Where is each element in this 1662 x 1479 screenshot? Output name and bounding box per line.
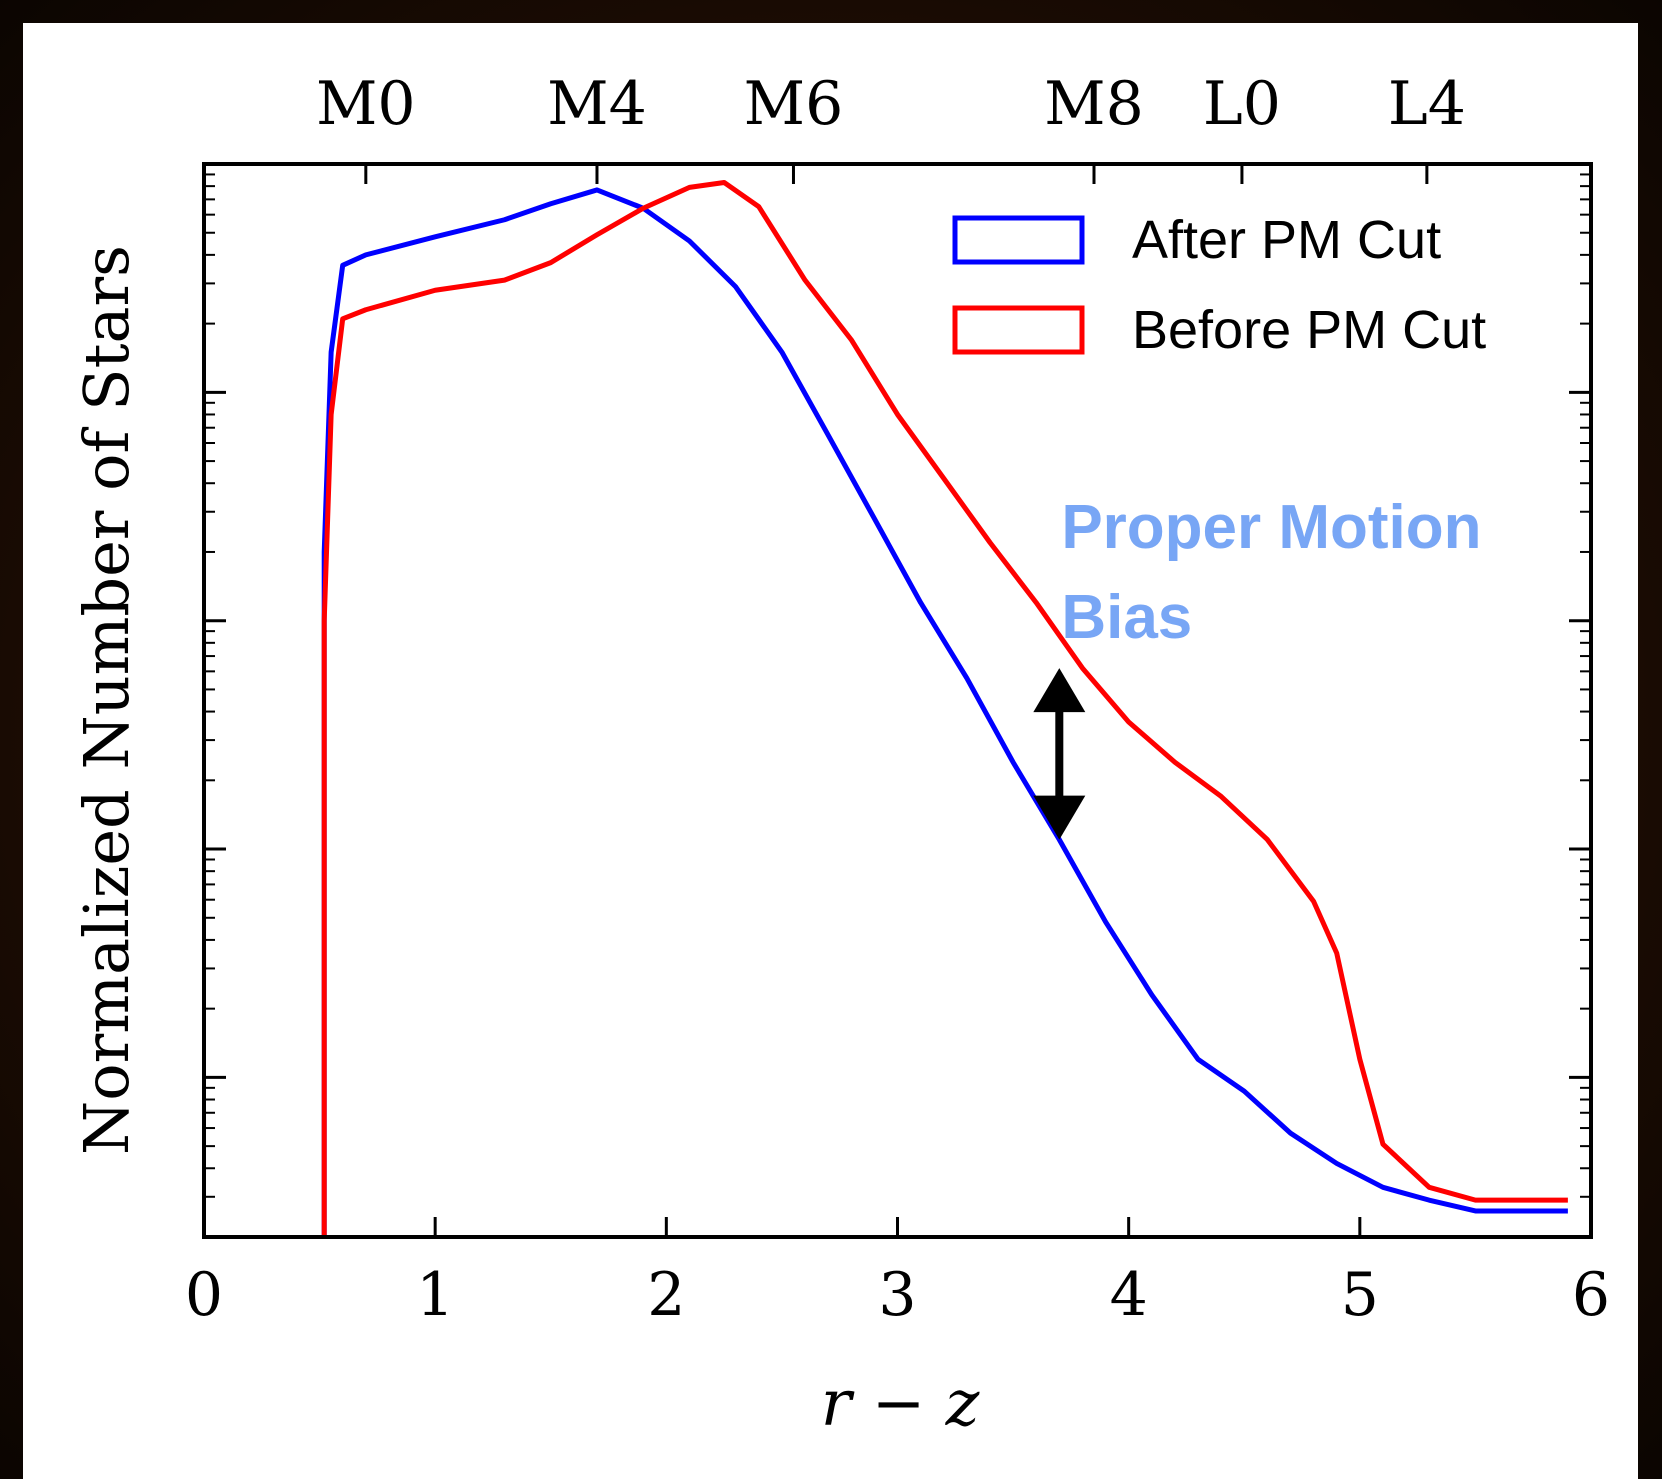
legend-swatch [952,305,1085,355]
legend-swatch [952,215,1085,265]
y-axis-label: Normalized Number of Stars [70,245,143,1155]
x-tick-label: 0 [185,1260,223,1330]
legend-label: Before PM Cut [1132,300,1486,360]
annotation-text: Bias [1061,583,1192,652]
top-tick-label: M8 [1044,69,1144,139]
top-tick-label: L0 [1203,69,1281,139]
top-tick-label: L4 [1388,69,1466,139]
data-line [321,179,1568,1237]
legend-label: After PM Cut [1132,210,1441,270]
annotation-text: Proper Motion [1061,493,1481,562]
arrow-head [1033,668,1086,713]
x-tick-label: 4 [1110,1260,1148,1330]
top-tick-label: M4 [547,69,647,139]
x-tick-label: 2 [647,1260,685,1330]
x-tick-label: 5 [1341,1260,1379,1330]
x-tick-label: 1 [416,1260,454,1330]
top-tick-label: M6 [744,69,844,139]
x-tick-label: 6 [1572,1260,1610,1330]
x-tick-label: 3 [878,1260,916,1330]
x-axis-label: r − z [821,1367,981,1441]
top-tick-label: M0 [316,69,416,139]
arrow-head [1033,795,1086,840]
data-line [321,187,1568,1237]
